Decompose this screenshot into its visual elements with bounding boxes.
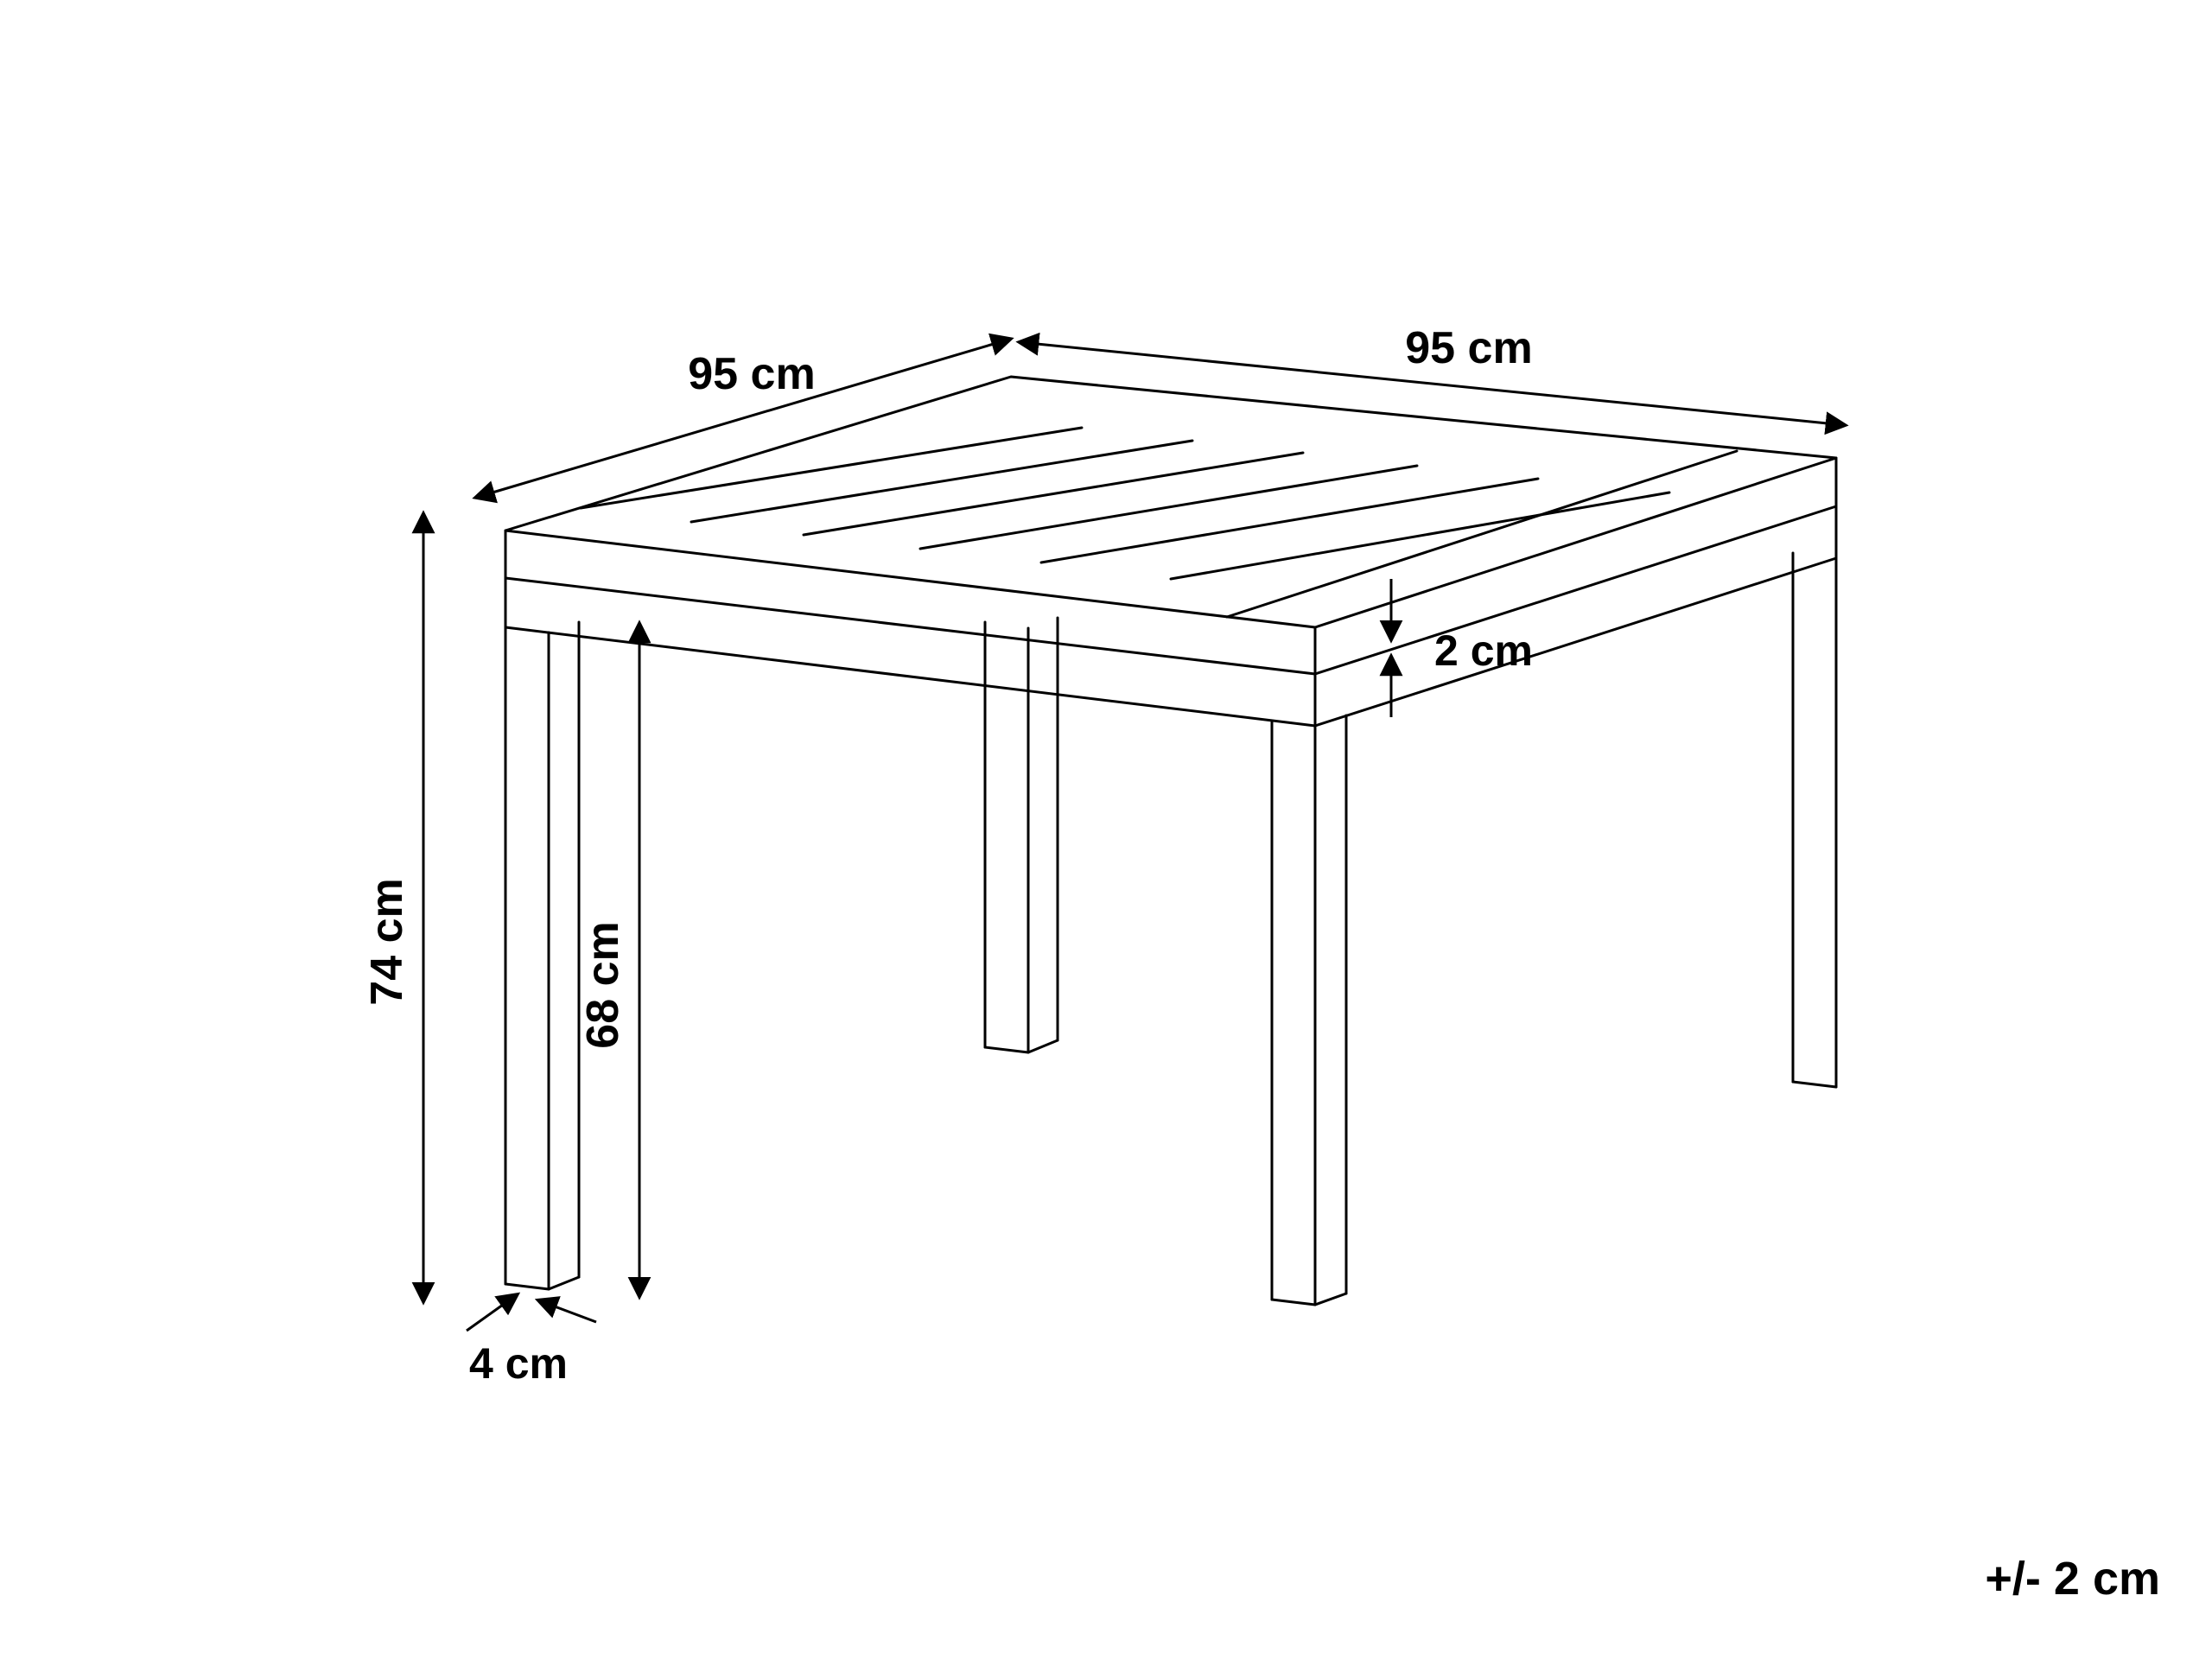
label-total-height: 74 cm [362, 878, 412, 1005]
label-depth: 95 cm [688, 349, 815, 399]
dim-line-leg-a [467, 1305, 503, 1331]
label-leg-width: 4 cm [469, 1339, 568, 1388]
label-clear-height: 68 cm [578, 921, 628, 1048]
label-thickness: 2 cm [1434, 626, 1533, 675]
dimension-diagram: 95 cm 95 cm 74 cm 68 cm 2 cm 4 cm +/- 2 … [0, 0, 2212, 1659]
label-tolerance: +/- 2 cm [1985, 1553, 2160, 1605]
dim-line-leg-b [555, 1306, 596, 1322]
table-outline [505, 377, 1836, 1305]
label-width: 95 cm [1405, 323, 1532, 373]
